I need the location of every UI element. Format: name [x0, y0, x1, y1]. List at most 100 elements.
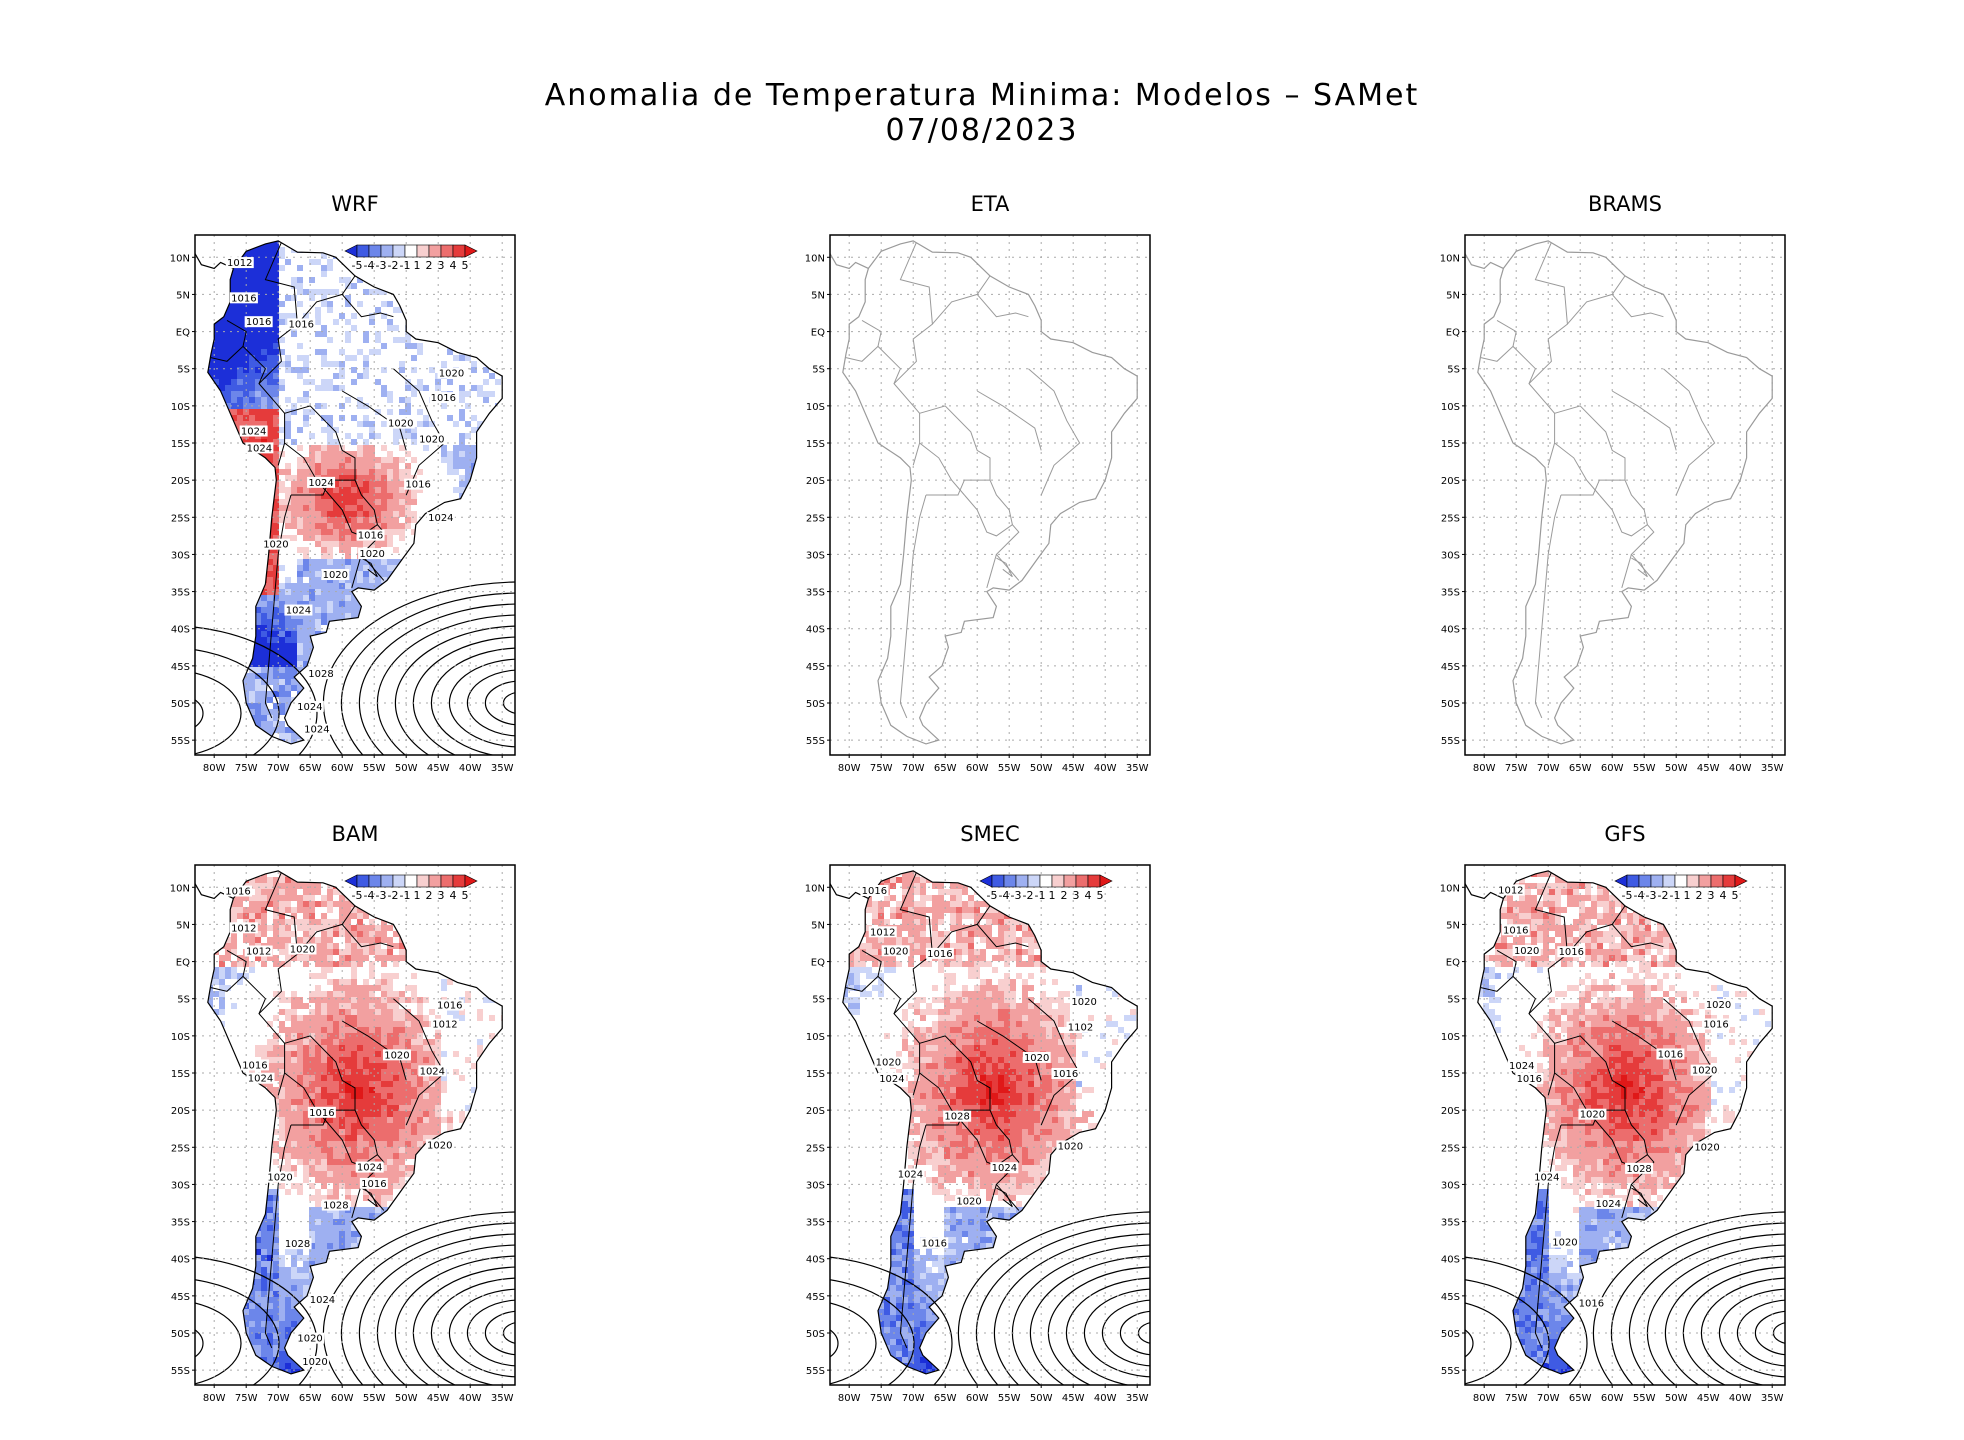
lat-tick-label: 5S	[812, 365, 825, 376]
lat-tick-label: EQ	[1446, 958, 1460, 969]
coastline	[843, 241, 1137, 744]
lat-tick-label: 30S	[171, 550, 190, 561]
isobar-label: 1020	[388, 419, 413, 430]
lat-tick-label: 30S	[171, 1180, 190, 1191]
panel-title-bam: BAM	[195, 822, 515, 846]
colorbar-swatch	[381, 245, 393, 257]
lon-tick-label: 80W	[838, 763, 861, 774]
lat-tick-label: 5N	[1446, 290, 1460, 301]
isobar-label: 1016	[231, 293, 256, 304]
lon-tick-label: 40W	[1729, 1393, 1752, 1404]
country-border	[846, 320, 881, 361]
lat-tick-label: 10S	[806, 402, 825, 413]
country-border	[987, 554, 997, 588]
panel-title-brams: BRAMS	[1465, 192, 1785, 216]
lat-tick-label: 5S	[177, 995, 190, 1006]
lat-tick-label: 5N	[811, 920, 825, 931]
colorbar-label: -2	[1023, 889, 1034, 902]
colorbar-label: -5	[352, 259, 363, 272]
colorbar-swatch	[465, 245, 477, 257]
lon-tick-label: 75W	[870, 763, 893, 774]
isobar-label: 1020	[290, 944, 315, 955]
panel-title-smec: SMEC	[830, 822, 1150, 846]
isobar-label: 1016	[242, 1060, 267, 1071]
lon-tick-label: 55W	[1633, 1393, 1656, 1404]
lon-tick-label: 75W	[1505, 763, 1528, 774]
lon-tick-label: 50W	[1665, 763, 1688, 774]
colorbar-swatch	[429, 245, 441, 257]
lon-tick-label: 55W	[998, 1393, 1021, 1404]
map-smec: 10N5NEQ5S10S15S20S25S30S35S40S45S50S55S8…	[790, 850, 1230, 1440]
isobar-label: 1024	[992, 1163, 1017, 1174]
lat-tick-label: 25S	[806, 513, 825, 524]
lat-tick-label: 40S	[1441, 625, 1460, 636]
colorbar-label: 4	[450, 889, 457, 902]
isobar-label: 1020	[359, 549, 384, 560]
colorbar-swatch	[417, 245, 429, 257]
lat-tick-label: 45S	[1441, 1292, 1460, 1303]
lat-tick-label: 5S	[177, 365, 190, 376]
isobar-label: 1012	[1498, 885, 1523, 896]
colorbar-swatch	[1651, 875, 1663, 887]
colorbar-swatch	[393, 875, 405, 887]
isobar-label: 1024	[247, 443, 272, 454]
country-border	[1555, 406, 1625, 480]
lon-tick-label: 45W	[1697, 1393, 1720, 1404]
lat-tick-label: 10N	[170, 253, 190, 264]
lon-tick-label: 35W	[491, 763, 514, 774]
isobar-label: 1024	[304, 725, 329, 736]
lon-tick-label: 55W	[363, 763, 386, 774]
isobar-label: 1024	[1509, 1061, 1534, 1072]
lon-tick-label: 40W	[1094, 1393, 1117, 1404]
isobar-label: 1024	[428, 513, 453, 524]
lon-tick-label: 40W	[1094, 763, 1117, 774]
isobar-label: 1024	[241, 427, 266, 438]
colorbar-swatch	[1663, 875, 1675, 887]
lon-tick-label: 80W	[1473, 1393, 1496, 1404]
isobar-label: 1024	[286, 606, 311, 617]
lat-tick-label: 25S	[1441, 513, 1460, 524]
lat-tick-label: 5N	[176, 290, 190, 301]
colorbar-label: -2	[388, 889, 399, 902]
colorbar-swatch	[429, 875, 441, 887]
colorbar-swatch	[369, 245, 381, 257]
isobar-label: 1016	[289, 319, 314, 330]
isobar-label: 1016	[1658, 1049, 1683, 1060]
lon-tick-label: 60W	[966, 1393, 989, 1404]
lat-tick-label: 20S	[806, 1106, 825, 1117]
colorbar-swatch	[345, 875, 357, 887]
lon-tick-label: 50W	[395, 1393, 418, 1404]
isobar-label: 1020	[323, 570, 348, 581]
isobar-label: 1016	[405, 480, 430, 491]
colorbar-label: -1	[1670, 889, 1681, 902]
lat-tick-label: 55S	[806, 1366, 825, 1377]
isobar-label: 1016	[246, 317, 271, 328]
country-border	[1599, 480, 1647, 536]
lat-tick-label: 15S	[171, 439, 190, 450]
lon-tick-label: 35W	[491, 1393, 514, 1404]
colorbar-label: 5	[1097, 889, 1104, 902]
lat-tick-label: 30S	[806, 1180, 825, 1191]
lat-tick-label: 35S	[806, 1218, 825, 1229]
isobar-label: 1020	[302, 1357, 327, 1368]
country-border	[1631, 558, 1647, 577]
colorbar-label: 3	[1073, 889, 1080, 902]
isobar-label: 1028	[285, 1239, 310, 1250]
colorbar-swatch	[1064, 875, 1076, 887]
lat-tick-label: 35S	[806, 588, 825, 599]
lat-tick-label: 45S	[806, 662, 825, 673]
lon-tick-label: 65W	[299, 1393, 322, 1404]
lon-tick-label: 60W	[966, 763, 989, 774]
lon-tick-label: 65W	[1569, 763, 1592, 774]
isobar-label: 1024	[879, 1074, 904, 1085]
map-frame	[1465, 235, 1785, 755]
colorbar-swatch	[1687, 875, 1699, 887]
lat-tick-label: 20S	[806, 476, 825, 487]
lat-tick-label: 35S	[171, 588, 190, 599]
country-border	[964, 480, 1012, 536]
